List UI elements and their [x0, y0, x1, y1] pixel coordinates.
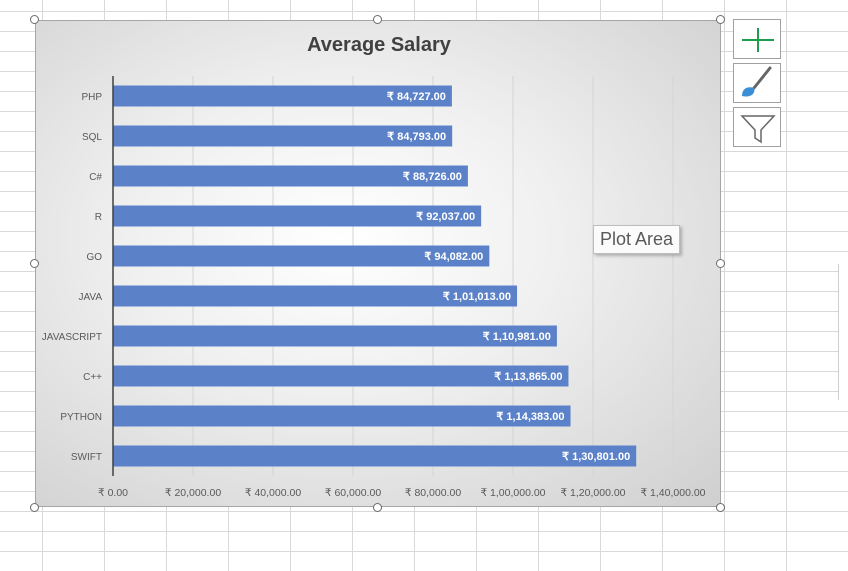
- data-label: ₹ 94,082.00: [424, 251, 483, 263]
- bar[interactable]: [113, 85, 452, 107]
- category-label: JAVA: [78, 292, 102, 303]
- x-tick-label: ₹ 40,000.00: [245, 487, 301, 499]
- resize-handle-middle-right[interactable]: [716, 259, 725, 268]
- side-panel-edge: [838, 264, 848, 400]
- bar[interactable]: [113, 205, 482, 227]
- bar[interactable]: [113, 405, 571, 427]
- data-label: ₹ 1,14,383.00: [496, 411, 564, 423]
- plus-icon: [742, 28, 774, 52]
- resize-handle-bottom-right[interactable]: [716, 503, 725, 512]
- category-label: SQL: [82, 132, 102, 143]
- resize-handle-top-right[interactable]: [716, 15, 725, 24]
- funnel-icon: [740, 115, 776, 144]
- category-label: PYTHON: [60, 412, 102, 423]
- chart-title[interactable]: Average Salary: [307, 34, 451, 56]
- chart-tools: [733, 19, 783, 151]
- bar[interactable]: [113, 165, 468, 187]
- x-tick-label: ₹ 1,20,000.00: [560, 487, 625, 499]
- chart-area[interactable]: Average Salary ₹ 84,727.00 PHP ₹ 84,793.00…: [35, 20, 721, 507]
- plot-area-tooltip: Plot Area: [593, 225, 681, 254]
- category-label: C++: [83, 372, 102, 383]
- chart-styles-button[interactable]: [733, 63, 781, 103]
- resize-handle-bottom-left[interactable]: [30, 503, 39, 512]
- bar[interactable]: [113, 285, 518, 307]
- resize-handle-top-center[interactable]: [373, 15, 382, 24]
- resize-handle-top-left[interactable]: [30, 15, 39, 24]
- category-label: SWIFT: [71, 452, 102, 463]
- data-label: ₹ 1,01,013.00: [443, 291, 511, 303]
- bar[interactable]: [113, 445, 637, 467]
- chart-filters-button[interactable]: [733, 107, 781, 147]
- category-label: PHP: [81, 92, 102, 103]
- x-tick-label: ₹ 1,40,000.00: [640, 487, 705, 499]
- paintbrush-icon: [742, 66, 772, 97]
- bar[interactable]: [113, 125, 453, 147]
- data-label: ₹ 1,10,981.00: [483, 331, 551, 343]
- x-tick-label: ₹ 80,000.00: [405, 487, 461, 499]
- bar[interactable]: [113, 245, 490, 267]
- resize-handle-bottom-center[interactable]: [373, 503, 382, 512]
- data-label: ₹ 1,30,801.00: [562, 451, 630, 463]
- plot-area[interactable]: ₹ 84,727.00 PHP ₹ 84,793.00 SQL ₹ 88,726.00 C…: [36, 21, 722, 508]
- category-label: GO: [86, 252, 102, 263]
- resize-handle-middle-left[interactable]: [30, 259, 39, 268]
- bar[interactable]: [113, 325, 557, 347]
- data-label: ₹ 92,037.00: [416, 211, 475, 223]
- x-tick-label: ₹ 1,00,000.00: [480, 487, 545, 499]
- chart-elements-button[interactable]: [733, 19, 781, 59]
- bar[interactable]: [113, 365, 569, 387]
- category-label: C#: [89, 172, 102, 183]
- data-label: ₹ 84,727.00: [387, 91, 446, 103]
- x-tick-label: ₹ 0.00: [98, 487, 128, 499]
- category-label: R: [95, 212, 102, 223]
- data-label: ₹ 88,726.00: [403, 171, 462, 183]
- x-tick-label: ₹ 20,000.00: [165, 487, 221, 499]
- x-tick-label: ₹ 60,000.00: [325, 487, 381, 499]
- data-label: ₹ 1,13,865.00: [494, 371, 562, 383]
- data-label: ₹ 84,793.00: [387, 131, 446, 143]
- category-label: JAVASCRIPT: [42, 332, 102, 343]
